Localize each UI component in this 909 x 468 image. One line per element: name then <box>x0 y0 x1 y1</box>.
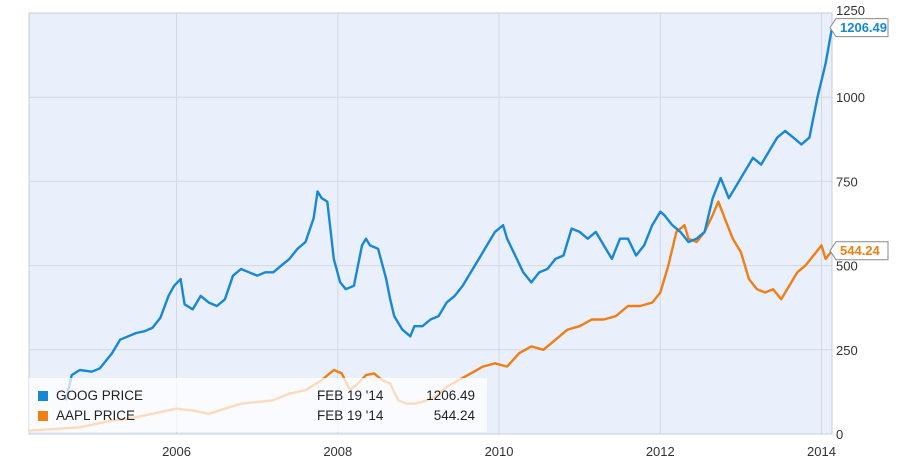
y-tick-label-1000: 1000 <box>836 90 865 105</box>
legend-goog-name: GOOG PRICE <box>56 388 144 403</box>
legend-aapl-value: 544.24 <box>433 408 475 423</box>
goog-swatch-icon <box>38 391 48 401</box>
legend-row-goog: GOOG PRICE FEB 19 '14 1206.49 <box>29 386 487 406</box>
y-gridlines <box>29 96 832 351</box>
badge-value-goog: 1206.49 <box>840 20 887 35</box>
y-tick-label-500: 500 <box>836 259 858 274</box>
plot-background <box>29 13 832 434</box>
legend-aapl-name: AAPL PRICE <box>56 408 136 423</box>
y-tick-label-0: 0 <box>836 427 843 442</box>
y-axis-labels: 0 250 500 750 1000 1250 <box>836 3 865 442</box>
x-tick-label-2008: 2008 <box>323 444 352 459</box>
x-axis-labels: 2006 2008 2010 2012 2014 <box>162 444 836 459</box>
y-tick-label-1250: 1250 <box>836 3 865 18</box>
y-tick-label-250: 250 <box>836 343 858 358</box>
legend: GOOG PRICE FEB 19 '14 1206.49 AAPL PRICE… <box>29 378 487 432</box>
y-tick-label-750: 750 <box>836 174 858 189</box>
legend-goog-date: FEB 19 '14 <box>317 388 384 403</box>
legend-row-aapl: AAPL PRICE FEB 19 '14 544.24 <box>29 406 487 426</box>
x-tick-label-2012: 2012 <box>646 444 675 459</box>
badge-value-aapl: 544.24 <box>840 243 881 258</box>
last-value-badges: 1206.49 544.24 <box>829 18 889 261</box>
x-tick-label-2010: 2010 <box>485 444 514 459</box>
legend-aapl-date: FEB 19 '14 <box>317 408 384 423</box>
series-line-goog <box>64 27 834 401</box>
x-tick-label-2006: 2006 <box>162 444 191 459</box>
plot-border <box>28 12 833 435</box>
badge-box-goog <box>829 18 889 38</box>
legend-goog-value: 1206.49 <box>426 388 475 403</box>
badge-box-aapl <box>829 241 889 261</box>
x-tick-label-2014: 2014 <box>807 444 836 459</box>
aapl-swatch-icon <box>38 411 48 421</box>
